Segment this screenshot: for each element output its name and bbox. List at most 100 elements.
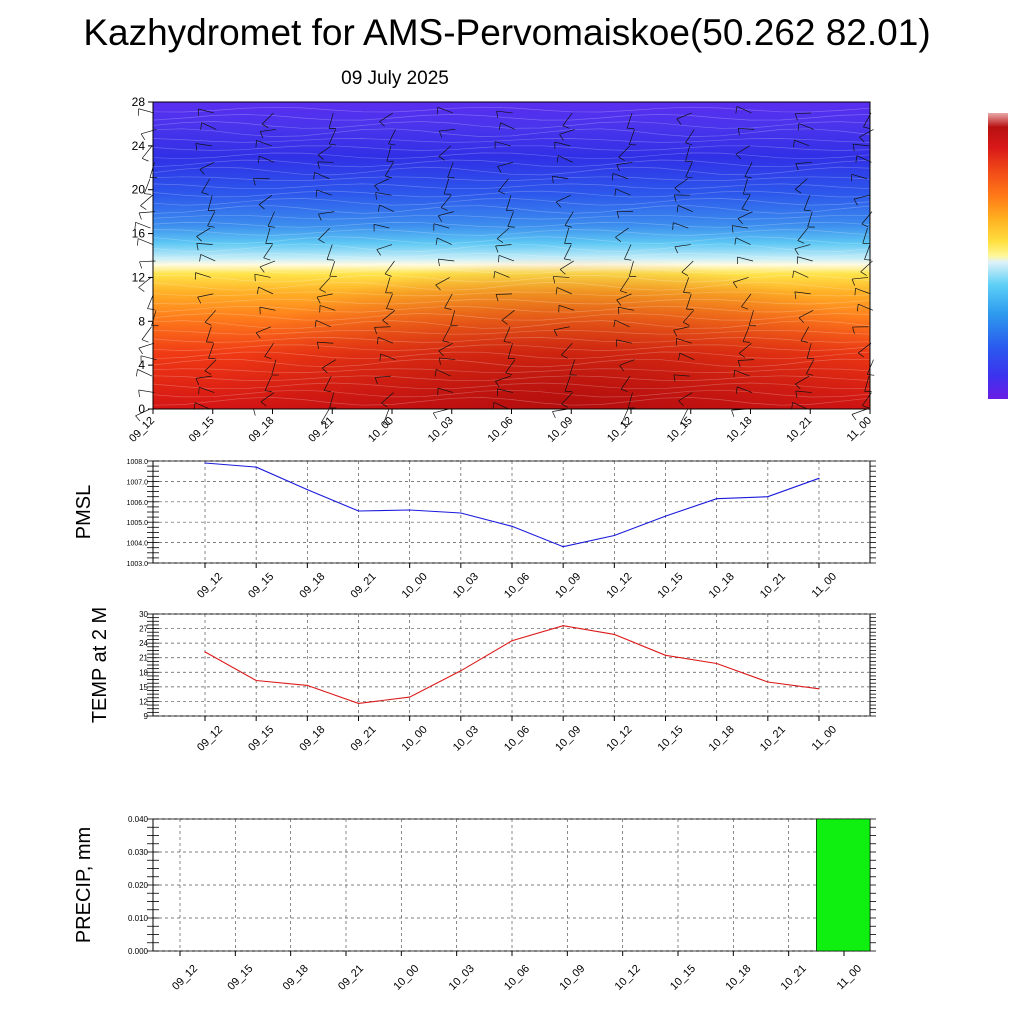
wind-barb xyxy=(321,359,336,369)
wind-barb xyxy=(569,359,576,375)
wind-barb-flag xyxy=(744,176,752,179)
wind-barb-flag xyxy=(255,332,261,339)
wind-barb xyxy=(792,402,808,410)
wind-barb xyxy=(143,178,151,194)
wind-barb xyxy=(735,237,751,245)
wind-barb-flag xyxy=(139,261,143,269)
wind-barb xyxy=(140,194,153,206)
wind-barb xyxy=(798,310,814,319)
contour-line xyxy=(152,138,871,143)
wind-barb xyxy=(618,306,635,311)
wind-barb xyxy=(140,355,157,361)
wind-barb xyxy=(624,244,632,260)
x-tick-label: 11_00 xyxy=(845,415,875,445)
wind-barb-flag xyxy=(260,401,267,407)
wind-barb-flag xyxy=(552,176,554,184)
wind-barb xyxy=(438,211,454,217)
wind-barb-flag xyxy=(731,225,734,233)
y-tick-label: 8 xyxy=(138,314,145,328)
wind-barb xyxy=(326,244,333,260)
wind-barb-flag xyxy=(259,131,264,139)
wind-barb-flag xyxy=(851,414,857,421)
wind-barb xyxy=(444,293,453,309)
wind-barb xyxy=(674,244,691,248)
wind-barb-flag xyxy=(383,423,391,425)
wind-barb xyxy=(317,145,332,156)
plot-frame xyxy=(152,460,871,564)
x-tick-label: 09_15 xyxy=(246,571,276,601)
wind-barb-flag xyxy=(685,142,693,146)
wind-barb-flag xyxy=(493,271,496,279)
wind-barb-flag xyxy=(204,370,212,375)
wind-barb-flag xyxy=(324,390,332,393)
wind-barb-flag xyxy=(617,307,620,315)
data-point xyxy=(409,509,411,511)
wind-barb xyxy=(553,326,570,331)
wind-barb xyxy=(204,359,217,372)
wind-barb xyxy=(552,175,569,180)
wind-barb-flag xyxy=(732,282,738,289)
wind-barb xyxy=(197,293,214,298)
wind-barb xyxy=(795,112,812,114)
wind-barb xyxy=(199,386,215,393)
wind-barb xyxy=(329,260,336,277)
wind-barb-flag xyxy=(794,291,797,299)
wind-barb-flag xyxy=(564,225,572,228)
wind-barb-flag xyxy=(195,143,198,151)
wind-barb xyxy=(506,195,512,211)
x-tick-label: 10_03 xyxy=(447,963,477,993)
wind-barb-flag xyxy=(199,254,201,262)
wind-barb xyxy=(560,260,574,270)
wind-barb xyxy=(561,392,574,405)
precip-panel: 0.000 0.010 0.020 0.030 0.040 09_12 09_15 09_18… xyxy=(73,815,876,993)
wind-barb xyxy=(744,162,753,177)
data-point xyxy=(204,651,206,653)
y-tick-label: 28 xyxy=(132,95,146,109)
wind-barb xyxy=(433,408,449,414)
wind-barb-flag xyxy=(435,237,438,245)
pmsl-panel: 1003.0 1004.0 1005.0 1006.0 1007.0 1008.0 09_1… xyxy=(73,459,876,601)
wind-barb xyxy=(438,145,451,157)
wind-barb-flag xyxy=(264,390,272,393)
wind-barb-flag xyxy=(319,288,326,293)
x-tick-label: 10_15 xyxy=(656,724,686,754)
wind-barb xyxy=(386,293,393,309)
x-tick-label: 09_15 xyxy=(225,963,255,993)
wind-barb xyxy=(196,227,211,237)
wind-barb xyxy=(807,211,813,228)
wind-barb-flag xyxy=(388,143,396,146)
y-tick-label: 1008.0 xyxy=(127,459,149,466)
y-tick-label: 27 xyxy=(139,625,148,634)
wind-barb-flag xyxy=(731,409,735,417)
y-tick-label: 15 xyxy=(139,683,148,692)
wind-barb xyxy=(748,310,754,326)
wind-barb xyxy=(200,254,216,262)
wind-barb xyxy=(386,145,392,162)
wind-barb xyxy=(558,305,575,311)
wind-barb-flag xyxy=(867,374,875,376)
wind-barb-flag xyxy=(863,126,871,129)
wind-barb-flag xyxy=(140,133,146,140)
wind-barb xyxy=(374,326,391,328)
x-tick-label: 10_00 xyxy=(400,571,430,601)
wind-barb xyxy=(256,326,272,333)
x-tick-label: 10_21 xyxy=(758,571,788,601)
wind-barb xyxy=(853,194,870,200)
y-tick-label: 20 xyxy=(132,183,146,197)
wind-barb-flag xyxy=(674,187,681,193)
wind-barb-flag xyxy=(676,118,682,125)
wind-barb-flag xyxy=(195,378,200,385)
wind-barb xyxy=(561,342,573,356)
wind-barb xyxy=(794,291,811,295)
wind-barb xyxy=(851,408,868,415)
wind-barb-flag xyxy=(681,271,689,276)
wind-barb-flag xyxy=(440,207,448,211)
y-tick-label: 21 xyxy=(139,654,148,663)
y-axis-label: TEMP at 2 M xyxy=(89,607,111,723)
plot-frame xyxy=(152,613,871,717)
wind-barb-flag xyxy=(379,121,385,127)
wind-barb xyxy=(320,408,330,423)
wind-barb xyxy=(138,277,152,288)
contour-line xyxy=(152,121,871,129)
wind-barb-flag xyxy=(552,276,556,284)
